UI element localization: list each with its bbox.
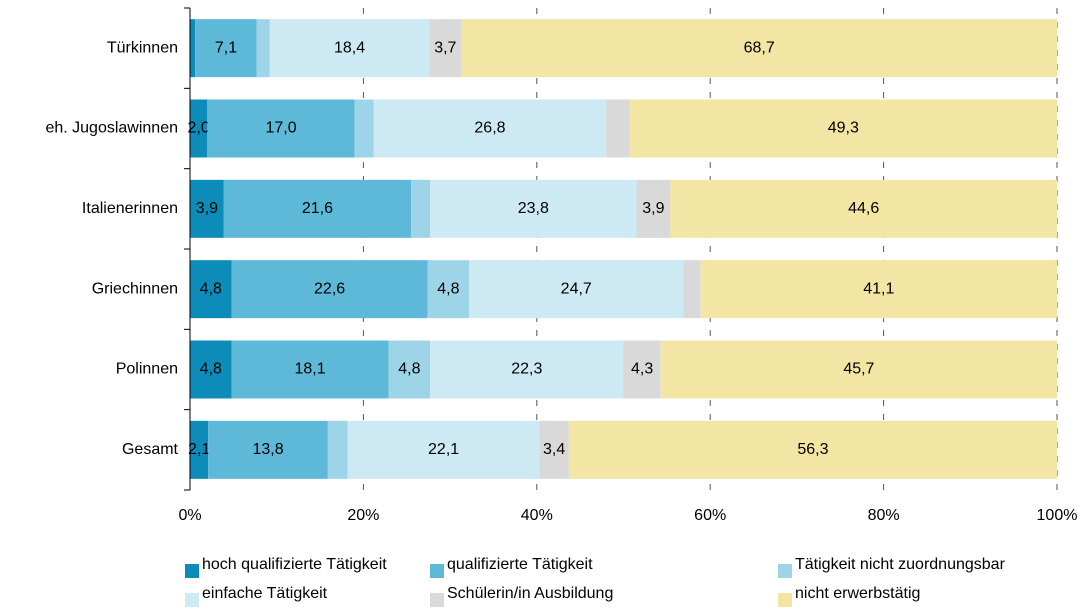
data-label: 4,8	[398, 361, 420, 378]
bar-segment	[430, 179, 637, 238]
bar-segment	[231, 340, 389, 399]
legend-label: Schülerin/in Ausbildung	[447, 585, 613, 602]
data-label: 4,8	[437, 280, 459, 297]
bar-segment	[430, 340, 624, 399]
data-label: 21,6	[302, 200, 333, 217]
bar-segment	[700, 260, 1057, 319]
bar-segment	[190, 99, 208, 158]
data-label: 22,3	[511, 361, 542, 378]
legend-swatch	[778, 564, 792, 578]
y-tick-label: Gesamt	[122, 441, 179, 458]
data-label: 17,0	[265, 120, 296, 137]
x-tick-label: 60%	[694, 507, 726, 524]
legend-label: einfache Tätigkeit	[202, 585, 328, 602]
data-label: 45,7	[843, 361, 874, 378]
data-label: 4,8	[200, 361, 222, 378]
bar-segment	[207, 99, 355, 158]
bar-segment	[354, 99, 374, 158]
bar-segment	[660, 340, 1057, 399]
bar-segment	[606, 99, 630, 158]
data-label: 13,8	[252, 441, 283, 458]
x-tick-label: 100%	[1037, 507, 1078, 524]
bar-segment	[539, 420, 569, 479]
bar-segment	[670, 179, 1057, 238]
x-tick-label: 40%	[521, 507, 553, 524]
bar-segment	[208, 420, 328, 479]
data-label: 4,8	[200, 280, 222, 297]
x-tick-label: 0%	[178, 507, 201, 524]
legend-swatch	[430, 564, 444, 578]
data-label: 49,3	[828, 120, 859, 137]
legend-label: qualifizierte Tätigkeit	[447, 556, 593, 573]
bar-segment	[195, 19, 257, 78]
x-tick-label: 20%	[347, 507, 379, 524]
data-label: 7,1	[215, 39, 237, 56]
bar-segment	[347, 420, 540, 479]
data-label: 56,3	[797, 441, 828, 458]
data-label: 22,6	[314, 280, 345, 297]
bar-segment	[190, 179, 224, 238]
bar-segment	[231, 260, 428, 319]
bar-segment	[429, 19, 462, 78]
data-label: 4,3	[631, 361, 653, 378]
data-label: 18,4	[334, 39, 365, 56]
bar-segment	[190, 260, 232, 319]
data-label: 23,8	[518, 200, 549, 217]
bar-segment	[636, 179, 671, 238]
bar-segment	[190, 19, 196, 78]
data-label: 3,9	[642, 200, 664, 217]
data-label: 41,1	[863, 280, 894, 297]
bar-segment	[623, 340, 661, 399]
data-label: 3,7	[434, 39, 456, 56]
bar-segment	[568, 420, 1057, 479]
y-tick-label: Türkinnen	[107, 39, 178, 56]
legend-swatch	[185, 593, 199, 607]
legend-label: hoch qualifizierte Tätigkeit	[202, 556, 387, 573]
y-tick-label: Italienerinnen	[82, 200, 178, 217]
y-tick-label: Griechinnen	[92, 280, 178, 297]
data-label: 2,1	[188, 441, 210, 458]
bar-segment	[469, 260, 684, 319]
y-tick-label: eh. Jugoslawinnen	[45, 120, 178, 137]
x-tick-label: 80%	[868, 507, 900, 524]
y-tick-label: Polinnen	[116, 361, 178, 378]
legend-label: nicht erwerbstätig	[795, 585, 920, 602]
legend-swatch	[185, 564, 199, 578]
bar-segment	[683, 260, 701, 319]
bar-segment	[373, 99, 607, 158]
data-label: 2,0	[188, 120, 210, 137]
bar-segment	[411, 179, 431, 238]
legend-swatch	[778, 593, 792, 607]
data-label: 22,1	[428, 441, 459, 458]
data-label: 68,7	[744, 39, 775, 56]
data-label: 24,7	[561, 280, 592, 297]
bar-segment	[327, 420, 348, 479]
data-label: 18,1	[295, 361, 326, 378]
bar-segment	[629, 99, 1057, 158]
legend-label: Tätigkeit nicht zuordnungsbar	[795, 556, 1006, 573]
data-label: 26,8	[474, 120, 505, 137]
bar-segment	[256, 19, 270, 78]
bar-segment	[190, 420, 209, 479]
bar-segment	[269, 19, 430, 78]
data-label: 3,4	[543, 441, 565, 458]
bar-segment	[388, 340, 431, 399]
bar-segment	[190, 340, 232, 399]
bar-segment	[427, 260, 470, 319]
legend-swatch	[430, 593, 444, 607]
bar-segment	[223, 179, 412, 238]
data-label: 3,9	[196, 200, 218, 217]
data-label: 44,6	[848, 200, 879, 217]
bar-segment	[461, 19, 1058, 78]
